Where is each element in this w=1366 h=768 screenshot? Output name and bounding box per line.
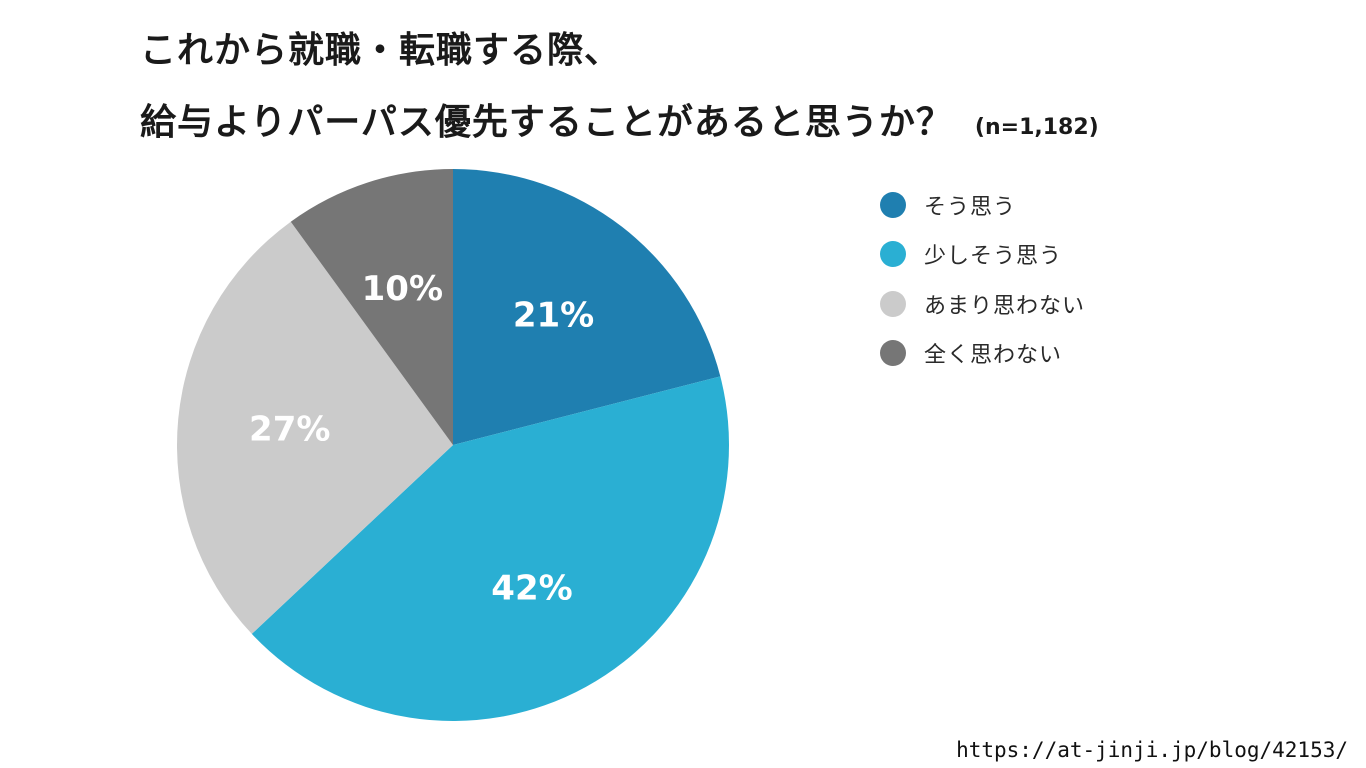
- sample-size-label: (n=1,182): [974, 115, 1099, 140]
- chart-title-line-1: これから就職・転職する際、: [140, 30, 622, 71]
- legend-item-4: 全く思わない: [880, 329, 1085, 379]
- pie-slice-1-label: 21%: [513, 295, 594, 335]
- pie-slice-4-label: 10%: [362, 269, 443, 309]
- legend-swatch-3: [880, 290, 906, 317]
- pie-slice-2: [251, 376, 729, 721]
- legend-swatch-1: [880, 191, 906, 218]
- legend-item-2: 少しそう思う: [880, 230, 1085, 280]
- legend-item-1: そう思う: [880, 180, 1085, 230]
- source-url: https://at-jinji.jp/blog/42153/: [956, 738, 1348, 762]
- pie-slice-4: [290, 169, 453, 445]
- chart-title: これから就職・転職する際、 給与よりパーパス優先することがあると思うか？ (n=1…: [140, 26, 1290, 153]
- legend-item-3: あまり思わない: [880, 279, 1085, 329]
- chart-title-line-2-text: 給与よりパーパス優先することがあると思うか？: [140, 102, 953, 143]
- legend-label-3: あまり思わない: [924, 293, 1086, 319]
- pie-slice-1: [453, 169, 721, 445]
- legend-label-1: そう思う: [924, 194, 1017, 220]
- pie-slice-3-label: 27%: [249, 410, 330, 450]
- legend-swatch-4: [880, 340, 906, 367]
- chart-legend: そう思う少しそう思う あまり思わない 全く思わない: [880, 180, 1085, 378]
- legend-swatch-2: [880, 241, 906, 268]
- pie-slice-3: [176, 221, 453, 634]
- pie-slice-2-label: 42%: [491, 569, 572, 609]
- chart-title-line-2: 給与よりパーパス優先することがあると思うか？ (n=1,182): [140, 98, 1290, 153]
- legend-label-4: 全く思わない: [924, 343, 1063, 369]
- legend-label-2: 少しそう思う: [924, 244, 1063, 270]
